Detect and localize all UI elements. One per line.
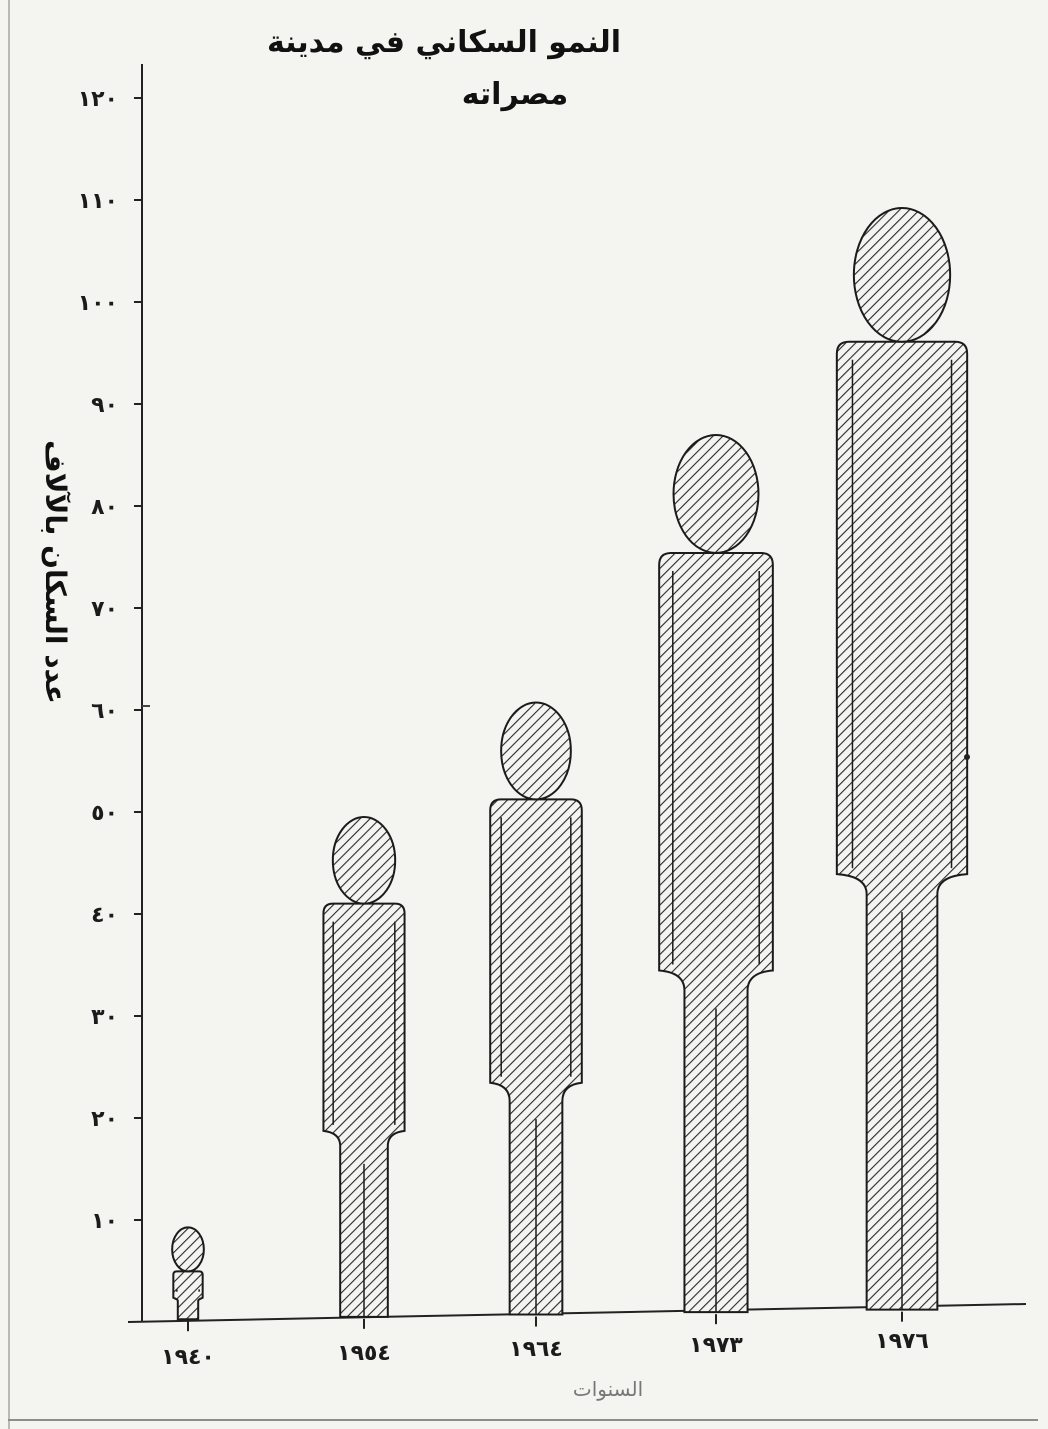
figure-head (171, 1226, 205, 1273)
population-figure (658, 433, 774, 1314)
y-tick-label: ٢٠ (91, 1107, 118, 1132)
y-tick-label: ٤٠ (91, 903, 118, 928)
figure-head (672, 433, 760, 554)
population-figure (489, 701, 583, 1316)
figure-body (322, 902, 406, 1318)
x-tick-label: ١٩٧٣ (689, 1333, 743, 1358)
population-figure (835, 207, 969, 1311)
x-tick-group: ١٩٤٠ ١٩٥٤ ١٩٦٤ ١٩٧٣ ١٩٧٦ (161, 1311, 929, 1370)
x-axis-label: السنوات (573, 1377, 643, 1401)
y-tick-label: ١٠ (91, 1209, 118, 1234)
figure-body (172, 1270, 204, 1321)
y-tick-group: ١٠ ٢٠ ٣٠ ٤٠ ٥٠ ٦٠ ٧٠ ٨٠ ٩٠ ١٠٠ ١١٠ ١٢٠ (78, 87, 142, 1234)
y-tick-label: ٩٠ (91, 393, 118, 418)
page-bottom-edge (8, 1419, 1038, 1421)
y-tick-label: ٧٠ (91, 597, 118, 622)
figure-head (331, 816, 397, 905)
y-tick-label: ١٠٠ (78, 291, 118, 316)
page-left-edge (8, 0, 10, 1429)
y-axis-label: عدد السكان بالآلاف (39, 440, 72, 704)
y-tick-label: ١١٠ (78, 189, 118, 214)
y-tick-label: ٣٠ (91, 1005, 118, 1030)
chart-title: النمو السكاني في مدينة (267, 25, 621, 60)
scan-dot (964, 754, 970, 760)
y-tick-label: ١٢٠ (78, 87, 118, 112)
figure-head (852, 207, 952, 343)
population-figure (171, 1226, 205, 1321)
figure-body (658, 551, 774, 1314)
figure-group (171, 207, 969, 1321)
x-tick-label: ١٩٧٦ (875, 1329, 929, 1354)
x-tick-label: ١٩٥٤ (337, 1341, 391, 1366)
figure-head (500, 701, 572, 801)
y-tick-label: ٥٠ (91, 801, 118, 826)
y-tick-label: ٦٠ (91, 699, 118, 724)
population-figure (322, 816, 406, 1318)
chart-subtitle: مصراته (462, 77, 569, 112)
x-tick-label: ١٩٦٤ (509, 1337, 563, 1362)
figure-body (835, 340, 969, 1311)
y-tick-label: ٨٠ (91, 495, 118, 520)
figure-body (489, 798, 583, 1316)
x-tick-label: ١٩٤٠ (161, 1345, 215, 1370)
